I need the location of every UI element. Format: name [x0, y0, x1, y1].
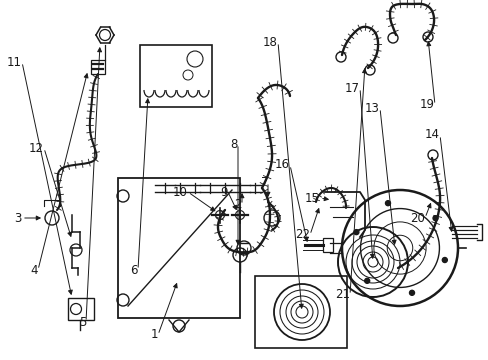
Text: 9: 9 [220, 185, 227, 198]
Text: 10: 10 [173, 185, 187, 198]
Text: 22: 22 [294, 229, 309, 242]
Bar [91, 60, 105, 74]
Text: 3: 3 [15, 211, 22, 225]
Circle shape [432, 216, 437, 221]
Circle shape [364, 278, 369, 283]
Text: 11: 11 [7, 55, 22, 68]
Bar [140, 45, 212, 107]
Text: 6: 6 [130, 264, 138, 276]
Text: 14: 14 [424, 129, 439, 141]
Circle shape [442, 257, 447, 262]
Text: 19: 19 [419, 99, 434, 112]
Bar [323, 238, 332, 252]
Bar [254, 276, 346, 348]
Text: 20: 20 [409, 211, 424, 225]
Text: 1: 1 [150, 328, 158, 342]
Circle shape [353, 230, 358, 235]
Bar [68, 298, 94, 320]
Text: 12: 12 [29, 141, 44, 154]
Text: 4: 4 [30, 264, 38, 276]
Text: 18: 18 [263, 36, 278, 49]
Text: 2: 2 [234, 198, 242, 211]
Text: 8: 8 [230, 138, 238, 150]
Text: 21: 21 [334, 288, 349, 302]
Text: 5: 5 [79, 315, 86, 328]
Text: 13: 13 [365, 102, 379, 114]
Text: 17: 17 [345, 81, 359, 94]
Text: 7: 7 [260, 175, 267, 189]
Circle shape [385, 201, 390, 206]
Bar [118, 178, 240, 318]
Circle shape [408, 290, 414, 295]
Text: 16: 16 [274, 158, 289, 171]
Text: 15: 15 [305, 192, 319, 204]
